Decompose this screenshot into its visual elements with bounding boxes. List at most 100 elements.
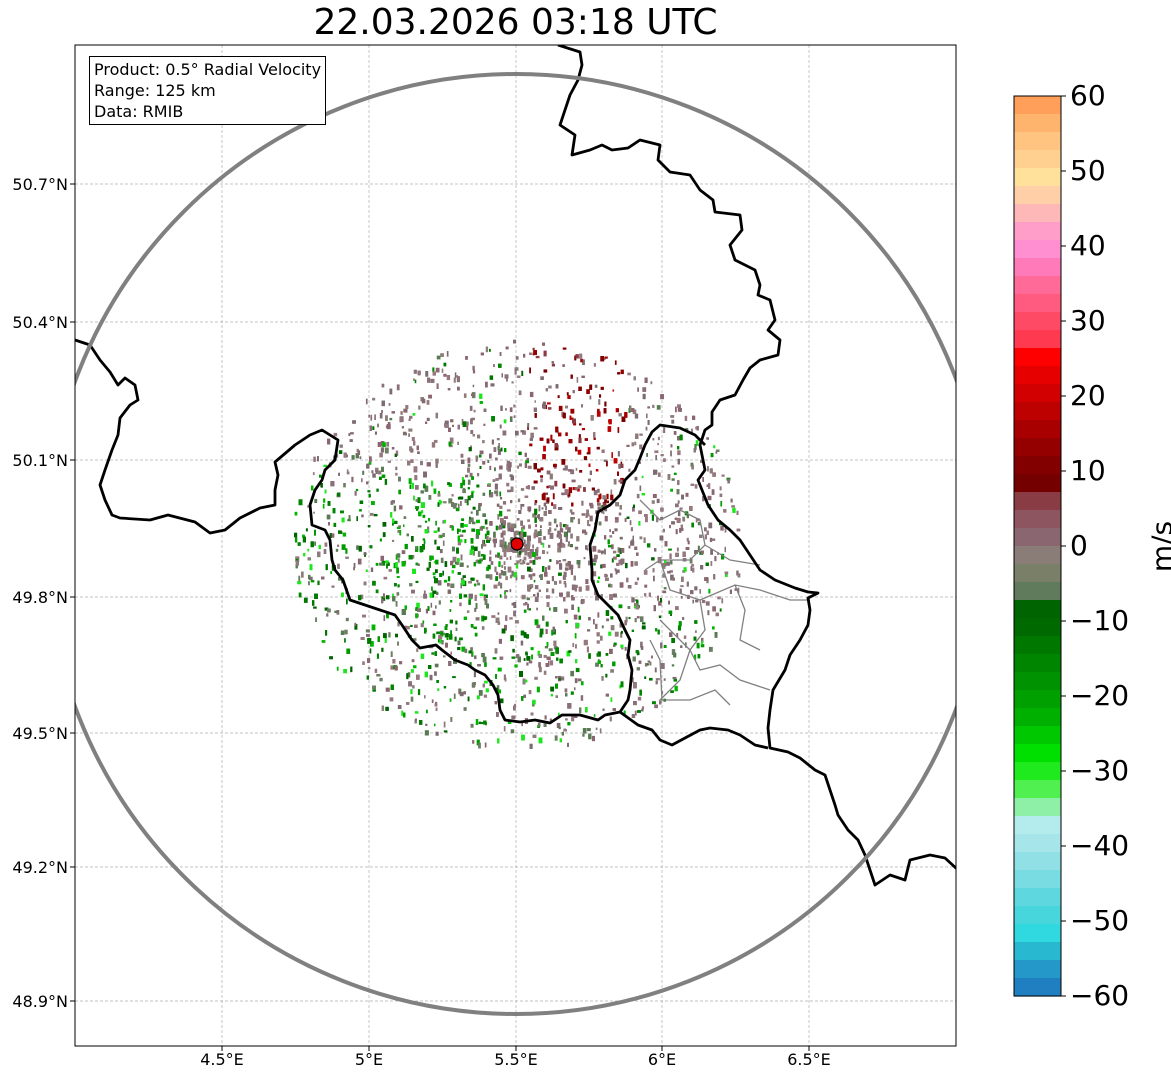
echo-pixel	[532, 573, 536, 577]
echo-pixel	[670, 444, 673, 448]
echo-pixel	[470, 517, 474, 523]
echo-pixel	[593, 432, 596, 438]
colorbar-band	[1014, 96, 1061, 115]
echo-pixel	[551, 576, 554, 582]
echo-pixel	[554, 480, 558, 487]
colorbar-tick: 50	[1070, 154, 1106, 187]
echo-pixel	[612, 531, 615, 534]
echo-pixel	[452, 424, 454, 427]
echo-pixel	[470, 545, 474, 551]
echo-pixel	[423, 593, 427, 599]
echo-pixel	[315, 617, 317, 622]
echo-pixel	[509, 407, 513, 412]
echo-pixel	[562, 364, 565, 367]
echo-pixel	[539, 437, 544, 441]
echo-pixel	[545, 505, 547, 511]
country-borders	[75, 45, 956, 887]
echo-pixel	[435, 707, 438, 711]
echo-pixel	[585, 707, 588, 713]
echo-pixel	[579, 353, 583, 359]
echo-pixel	[377, 470, 382, 475]
echo-pixel	[437, 580, 442, 586]
echo-pixel	[404, 625, 408, 629]
echo-pixel	[534, 556, 539, 560]
echo-pixel	[486, 530, 490, 536]
echo-pixel	[533, 463, 537, 470]
echo-pixel	[503, 674, 506, 680]
echo-pixel	[302, 534, 305, 538]
echo-pixel	[699, 589, 701, 594]
echo-pixel	[454, 636, 457, 642]
echo-pixel	[686, 581, 689, 587]
echo-pixel	[469, 662, 472, 668]
echo-pixel	[605, 577, 609, 581]
echo-pixel	[566, 591, 570, 598]
echo-pixel	[656, 498, 660, 504]
echo-pixel	[559, 528, 564, 533]
echo-pixel	[620, 644, 624, 648]
echo-pixel	[361, 514, 364, 518]
echo-pixel	[521, 594, 526, 600]
echo-pixel	[586, 389, 590, 394]
echo-pixel	[542, 542, 545, 548]
colorbar-band	[1014, 762, 1061, 781]
echo-pixel	[567, 703, 572, 709]
echo-pixel	[539, 628, 544, 635]
echo-pixel	[443, 730, 448, 733]
echo-pixel	[456, 375, 458, 378]
echo-pixel	[542, 550, 545, 554]
echo-pixel	[546, 580, 550, 584]
echo-pixel	[477, 473, 480, 477]
echo-pixel	[637, 696, 642, 701]
echo-pixel	[533, 579, 536, 583]
echo-pixel	[464, 648, 468, 653]
echo-pixel	[479, 401, 483, 404]
lat-label: 50.4°N	[12, 313, 68, 332]
echo-pixel	[520, 575, 525, 580]
echo-pixel	[607, 500, 609, 504]
echo-pixel	[597, 576, 600, 580]
echo-pixel	[707, 495, 712, 501]
echo-pixel	[570, 374, 573, 379]
echo-pixel	[498, 473, 502, 480]
echo-pixel	[457, 441, 459, 445]
echo-pixel	[694, 550, 698, 554]
echo-pixel	[482, 543, 487, 547]
echo-pixel	[459, 602, 462, 607]
colorbar-band	[1014, 672, 1061, 691]
echo-pixel	[593, 619, 595, 625]
echo-pixel	[444, 633, 448, 638]
echo-pixel	[563, 597, 566, 602]
echo-pixel	[697, 521, 701, 526]
colorbar-band	[1014, 294, 1061, 313]
echo-pixel	[480, 722, 484, 725]
echo-pixel	[515, 575, 518, 581]
echo-pixel	[423, 590, 426, 596]
echo-pixel	[565, 405, 568, 409]
echo-pixel	[375, 589, 379, 594]
echo-pixel	[579, 423, 582, 426]
echo-pixel	[383, 615, 386, 621]
echo-pixel	[574, 678, 578, 684]
echo-pixel	[542, 401, 546, 406]
echo-pixel	[450, 651, 452, 655]
echo-pixel	[600, 356, 605, 362]
echo-pixel	[712, 472, 716, 477]
echo-pixel	[484, 519, 488, 525]
radar-site-marker	[510, 537, 524, 551]
echo-pixel	[565, 524, 569, 530]
echo-pixel	[636, 577, 640, 581]
echo-pixel	[529, 391, 534, 398]
echo-pixel	[620, 630, 623, 634]
echo-pixel	[660, 394, 664, 400]
echo-pixel	[677, 458, 680, 465]
echo-pixel	[636, 667, 640, 671]
echo-pixel	[543, 654, 547, 658]
echo-pixel	[634, 603, 638, 607]
echo-pixel	[608, 545, 612, 548]
echo-pixel	[680, 645, 683, 648]
echo-pixel	[529, 560, 533, 564]
echo-pixel	[401, 609, 406, 615]
echo-pixel	[673, 678, 678, 682]
echo-pixel	[608, 419, 612, 425]
